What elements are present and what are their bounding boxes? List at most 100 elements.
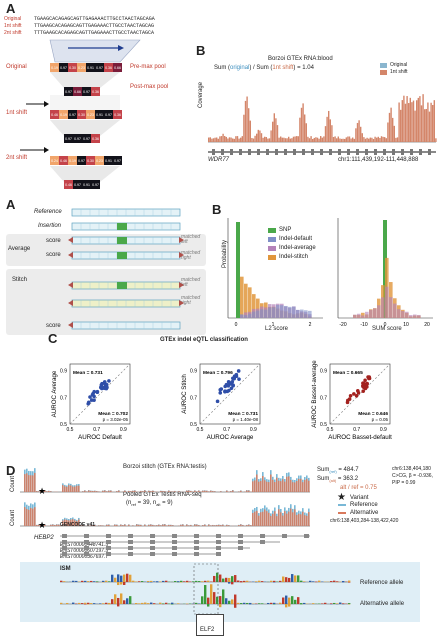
ism-label: ISM	[60, 566, 71, 572]
track-2-alt-bar	[290, 508, 292, 526]
matched-right-2: matched right	[181, 295, 201, 306]
track-1-alt-bar	[164, 491, 166, 492]
track-1-alt-bar	[264, 480, 266, 492]
coverage-bar	[272, 121, 274, 142]
hist-bar-average	[405, 311, 409, 318]
coverage-bar	[363, 137, 365, 142]
ism-letter	[303, 581, 306, 582]
track-1-alt-bar	[214, 491, 216, 492]
scatter-ytick: 0.9	[190, 369, 197, 375]
coverage-bar	[236, 136, 239, 142]
track-1-alt-bar	[134, 490, 136, 492]
coverage-bar	[230, 137, 232, 142]
d-coordinates: chr6:138,403,284-138,422,420	[330, 518, 399, 524]
track-2-alt-bar	[70, 519, 72, 526]
coverage-bar	[355, 128, 357, 142]
ism-letter	[258, 580, 261, 582]
coverage-bar	[425, 108, 427, 142]
track-2-alt-bar	[72, 519, 74, 526]
coverage-bar	[360, 126, 362, 142]
ism-letter	[147, 580, 150, 582]
gene-exon	[275, 149, 278, 155]
ism-letter	[210, 584, 213, 604]
coverage-bar	[299, 117, 301, 142]
ism-letter	[120, 575, 123, 582]
seq-original: TGAAGCACAGAGCAGTTGAGAAACTTGCCTAACTAGCAGA	[34, 16, 155, 22]
track-2-alt-bar	[218, 524, 220, 526]
hist-bar-default	[272, 307, 276, 318]
ism-letter	[330, 581, 333, 582]
coverage-bar	[216, 137, 218, 142]
track-2-alt-bar	[120, 524, 122, 526]
hist-bar-default	[304, 310, 308, 318]
hist-bar-average	[381, 297, 385, 318]
coverage-bar	[270, 130, 272, 142]
track-2-alt-bar	[254, 511, 256, 526]
scatter-point	[104, 382, 109, 387]
ism-letter	[138, 603, 141, 604]
track-1-alt-bar	[68, 485, 70, 492]
ism-letter	[66, 602, 69, 604]
track-1-alt-bar	[118, 490, 120, 492]
scatter-point	[218, 391, 223, 395]
track-2-alt-bar	[50, 524, 52, 526]
ism-letter	[201, 596, 204, 604]
gene-exon	[383, 149, 386, 155]
coverage-bar	[414, 110, 416, 142]
coverage-bar	[235, 136, 237, 142]
scatter-ytick: 0.5	[60, 422, 67, 428]
auroc-title: GTEx indel eQTL classification	[160, 337, 248, 343]
hist-bar-default	[280, 305, 284, 318]
coverage-bar	[427, 102, 429, 142]
coverage-bar	[350, 138, 352, 142]
coverage-bar	[331, 125, 333, 142]
ism-letter	[243, 580, 246, 582]
coverage-bar	[340, 138, 343, 142]
scatter-frame	[69, 363, 131, 425]
scatter-point	[226, 384, 231, 388]
track-2-alt-bar	[68, 520, 70, 526]
ism-letter	[75, 580, 78, 582]
hist-bar-default	[268, 307, 272, 318]
transcript-exon	[216, 534, 221, 538]
track-2-alt-bar	[302, 511, 304, 526]
d-track2-title: Pooled GTEx Testis RNA-seq	[123, 492, 202, 498]
hist-bar-default	[288, 306, 292, 318]
track-2-alt-bar	[268, 512, 270, 526]
track-1-alt-bar	[308, 480, 310, 492]
scatter-ytick: 0.7	[320, 395, 327, 401]
track-1-alt-bar	[260, 481, 262, 492]
transcript-exon	[128, 546, 133, 550]
ism-letter	[165, 580, 168, 582]
track-2-alt-bar	[132, 525, 134, 526]
ism-letter	[111, 574, 114, 582]
ism-letter	[273, 602, 276, 604]
track-1-alt-bar	[304, 480, 306, 492]
track-2-alt-bar	[158, 524, 160, 526]
ism-letter	[336, 581, 339, 582]
track-1-alt-bar	[238, 491, 240, 492]
coverage-bar	[435, 138, 437, 142]
hist-bar-default	[292, 306, 296, 318]
coverage-bar	[246, 96, 248, 142]
track-2-alt-bar	[298, 513, 300, 526]
transcript-exon	[84, 534, 89, 538]
coverage-bar	[387, 122, 389, 142]
d-gene-hebp2: HEBP2	[34, 535, 54, 541]
heat-strip-1nt-post: 0.97 0.97 0.97 0.36	[64, 134, 100, 143]
coverage-bar	[318, 138, 320, 142]
ism-letter	[180, 580, 183, 582]
track-1-alt-bar	[50, 491, 52, 492]
track-1-alt-bar	[108, 490, 110, 492]
track-2-alt-bar	[188, 525, 190, 526]
stitch-label: Stitch	[12, 277, 28, 283]
ism-letter	[219, 574, 222, 582]
heat-cell: 0.91	[104, 156, 113, 165]
coverage-bar	[321, 137, 323, 142]
track-2-alt-bar	[208, 524, 210, 526]
track-1-alt-bar	[40, 490, 42, 492]
coverage-bar	[265, 137, 267, 142]
ism-letter-neg	[120, 582, 123, 585]
coverage-bar	[254, 135, 256, 142]
seq-label-original: Original	[4, 16, 22, 22]
